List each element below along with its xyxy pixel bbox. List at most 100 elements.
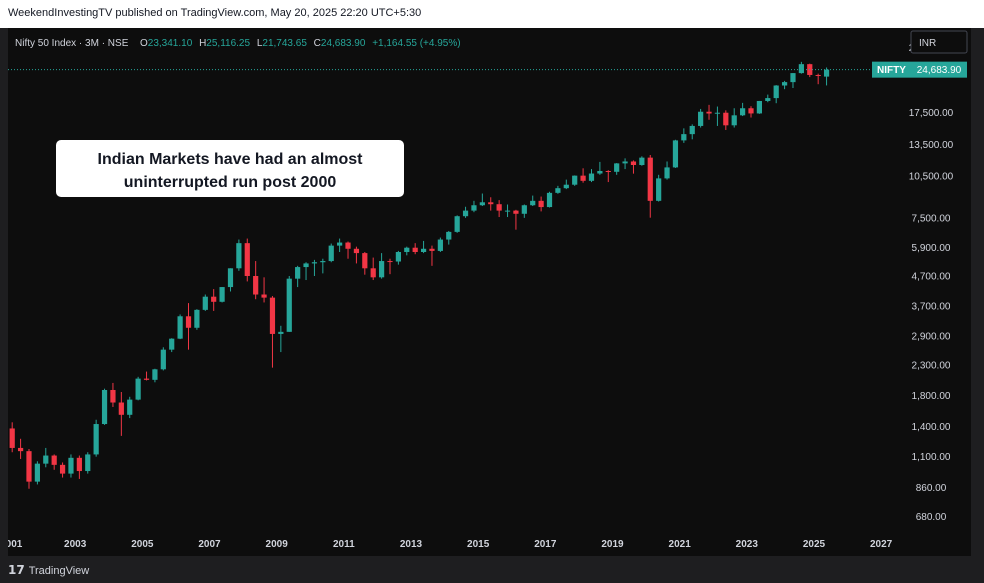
candle [34,461,40,485]
chart-area[interactable]: 29,500.0017,500.0013,500.0010,500.007,50… [6,28,971,556]
candle-body [395,251,401,262]
candle-body [127,399,133,415]
candle [244,238,250,282]
candle-body [454,216,460,232]
candle-body [311,262,318,264]
candle [127,396,133,419]
candle-body [588,173,595,181]
y-tick-label: 1,100.00 [912,452,951,463]
y-tick-label: 13,500.00 [909,140,954,151]
candle [538,196,544,212]
candle [698,108,704,128]
candle [588,169,595,183]
candle-body [723,112,729,126]
candle-body [68,457,74,474]
svg-text:Indian Markets have had an alm: Indian Markets have had an almost [98,151,364,168]
candle-body [278,331,284,334]
candle-body [597,171,603,174]
candle-body [781,82,788,86]
candle [672,139,679,168]
candle-body [815,74,821,76]
candle-body [76,457,82,472]
candle-body [790,73,796,83]
candle-body [404,247,410,252]
candle [169,338,175,353]
tradingview-logo[interactable]: 17 TradingView [8,563,89,577]
y-tick-label: 2,300.00 [912,360,951,371]
x-tick-label: 2013 [400,539,423,550]
candle [59,462,66,478]
candle-body [731,115,737,126]
candle-body [664,167,670,179]
candle-body [580,175,586,181]
candle [614,163,620,175]
candle [311,259,318,276]
candle-body [412,247,418,252]
svg-text:INR: INR [919,38,936,49]
candle [328,243,334,263]
candles-layer [9,61,830,489]
candlestick-chart[interactable]: 29,500.0017,500.0013,500.0010,500.007,50… [6,28,971,556]
candle [118,391,124,436]
tradingview-logo-icon: 17 [8,563,25,577]
candle-body [681,134,687,141]
candle-body [706,111,712,114]
candle-body [446,231,452,240]
candle-body [303,263,309,268]
time-axis[interactable]: 001 2003 2005 2007 2009 2011 2013 2015 2017 2019 2… [6,539,893,550]
candle [664,161,670,180]
candle [202,294,208,311]
candle [177,314,183,340]
candle [437,237,443,252]
candle [51,454,57,470]
candle-body [34,463,40,482]
candle-body [93,424,99,455]
x-tick-label: 2005 [131,539,154,550]
candle [387,258,393,275]
candle [353,246,360,264]
candle [689,124,695,140]
candle-body [328,245,334,262]
x-tick-label: 2011 [333,539,355,550]
candle [68,454,74,478]
legend-symbol: Nifty 50 Index · 3M · NSE [15,38,129,49]
candle-body [521,205,527,214]
candle [110,382,116,407]
x-tick-label: 2021 [669,539,692,550]
x-tick-label: 2003 [64,539,87,550]
candle [605,170,611,183]
candle-body [798,64,804,74]
candle [395,250,401,265]
candle-body [261,294,267,298]
candle-body [135,378,141,400]
x-tick-label: 2025 [803,539,826,550]
candle [765,94,771,103]
candle-body [630,161,637,166]
candle-body [689,125,695,135]
y-tick-label: 1,800.00 [912,391,951,402]
candle-body [244,243,250,276]
candle [656,174,662,202]
candle [261,277,267,303]
x-tick-label: 2019 [601,539,624,550]
candle [748,106,754,118]
price-axis[interactable]: 29,500.0017,500.0013,500.0010,500.007,50… [909,43,954,523]
y-tick-label: 2,900.00 [912,332,951,343]
currency-button[interactable]: INR [910,30,968,54]
candle-body [194,309,200,328]
candle [807,63,813,78]
candle [211,289,217,311]
y-tick-label: 7,500.00 [912,213,951,224]
svg-text:24,683.90: 24,683.90 [917,65,962,76]
candle [740,102,746,117]
candle-body [9,428,15,448]
candle-body [59,464,66,474]
x-tick-label: 2009 [266,539,289,550]
candle [723,110,729,130]
candle-body [605,171,611,173]
candle [790,73,796,88]
candle [647,155,653,218]
candle-body [286,278,292,332]
annotation-box[interactable]: Indian Markets have had an almost uninte… [56,140,404,197]
candle-body [530,200,536,206]
